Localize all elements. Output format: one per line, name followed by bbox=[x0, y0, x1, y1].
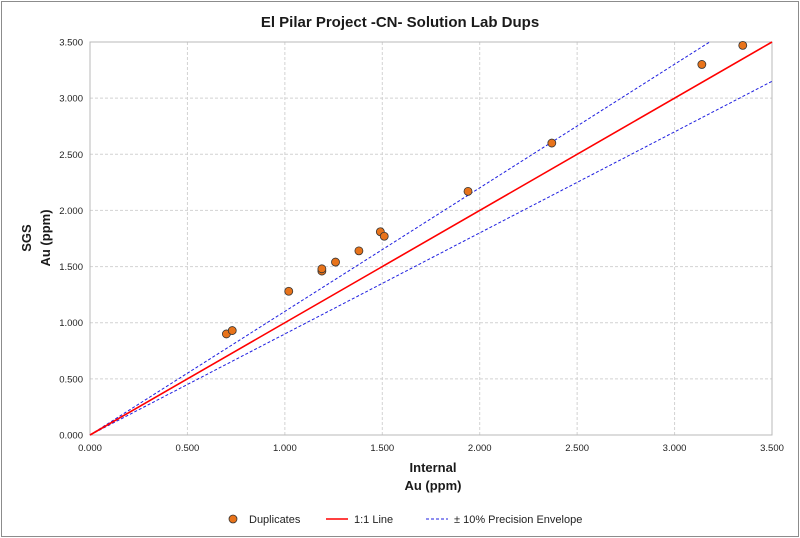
y-tick-label: 1.500 bbox=[59, 262, 83, 273]
x-tick-label: 2.000 bbox=[468, 443, 492, 454]
legend-label-precision-envelope: ± 10% Precision Envelope bbox=[454, 514, 582, 526]
legend-marker-duplicates bbox=[228, 514, 238, 524]
y-axis-ticks: 0.000 0.500 1.000 1.500 2.000 2.500 3.000 3.500 bbox=[59, 38, 83, 442]
x-tick-label: 3.500 bbox=[760, 443, 784, 454]
duplicate-point bbox=[463, 186, 473, 196]
plot-area bbox=[89, 41, 773, 436]
y-tick-label: 1.000 bbox=[59, 318, 83, 329]
x-tick-label: 0.500 bbox=[176, 443, 200, 454]
y-tick-label: 3.000 bbox=[59, 94, 83, 105]
duplicate-points bbox=[221, 40, 748, 339]
chart-title: El Pilar Project -CN- Solution Lab Dups bbox=[261, 14, 539, 31]
duplicate-point bbox=[331, 257, 340, 267]
y-tick-label: 0.000 bbox=[59, 431, 83, 442]
x-axis-title-line1: Internal bbox=[410, 460, 457, 475]
x-axis-ticks: 0.000 0.500 1.000 1.500 2.000 2.500 3.000 3.500 bbox=[78, 443, 784, 454]
duplicate-point bbox=[227, 326, 237, 335]
precision-envelope-line bbox=[89, 80, 773, 436]
x-tick-label: 1.000 bbox=[273, 443, 297, 454]
legend-label-one-to-one: 1:1 Line bbox=[354, 514, 393, 526]
duplicate-point bbox=[379, 231, 389, 241]
duplicate-point bbox=[284, 286, 294, 296]
x-axis-title-line2: Au (ppm) bbox=[404, 478, 461, 493]
y-tick-label: 2.500 bbox=[59, 150, 83, 161]
duplicate-point bbox=[317, 264, 327, 274]
reference-lines bbox=[89, 41, 773, 436]
x-tick-label: 0.000 bbox=[78, 443, 102, 454]
legend: Duplicates 1:1 Line ± 10% Precision Enve… bbox=[228, 514, 582, 526]
y-axis-title-line2-group: Au (ppm) bbox=[38, 209, 53, 266]
y-axis-title-line1: SGS bbox=[19, 224, 34, 252]
duplicate-point bbox=[547, 138, 557, 148]
y-tick-label: 0.500 bbox=[59, 374, 83, 385]
precision-envelope-line bbox=[89, 41, 710, 436]
y-tick-label: 2.000 bbox=[59, 206, 83, 217]
x-tick-label: 3.000 bbox=[663, 443, 687, 454]
y-axis-title-line2: Au (ppm) bbox=[38, 209, 53, 266]
x-tick-label: 2.500 bbox=[565, 443, 589, 454]
one-to-one-line bbox=[89, 41, 773, 436]
duplicate-point bbox=[738, 40, 748, 50]
y-tick-label: 3.500 bbox=[59, 38, 83, 49]
y-axis-title-line1-group: SGS bbox=[19, 224, 34, 252]
legend-label-duplicates: Duplicates bbox=[249, 514, 301, 526]
x-tick-label: 1.500 bbox=[370, 443, 394, 454]
grid-lines bbox=[90, 42, 772, 435]
duplicate-point bbox=[354, 246, 364, 256]
duplicate-point bbox=[697, 60, 707, 69]
